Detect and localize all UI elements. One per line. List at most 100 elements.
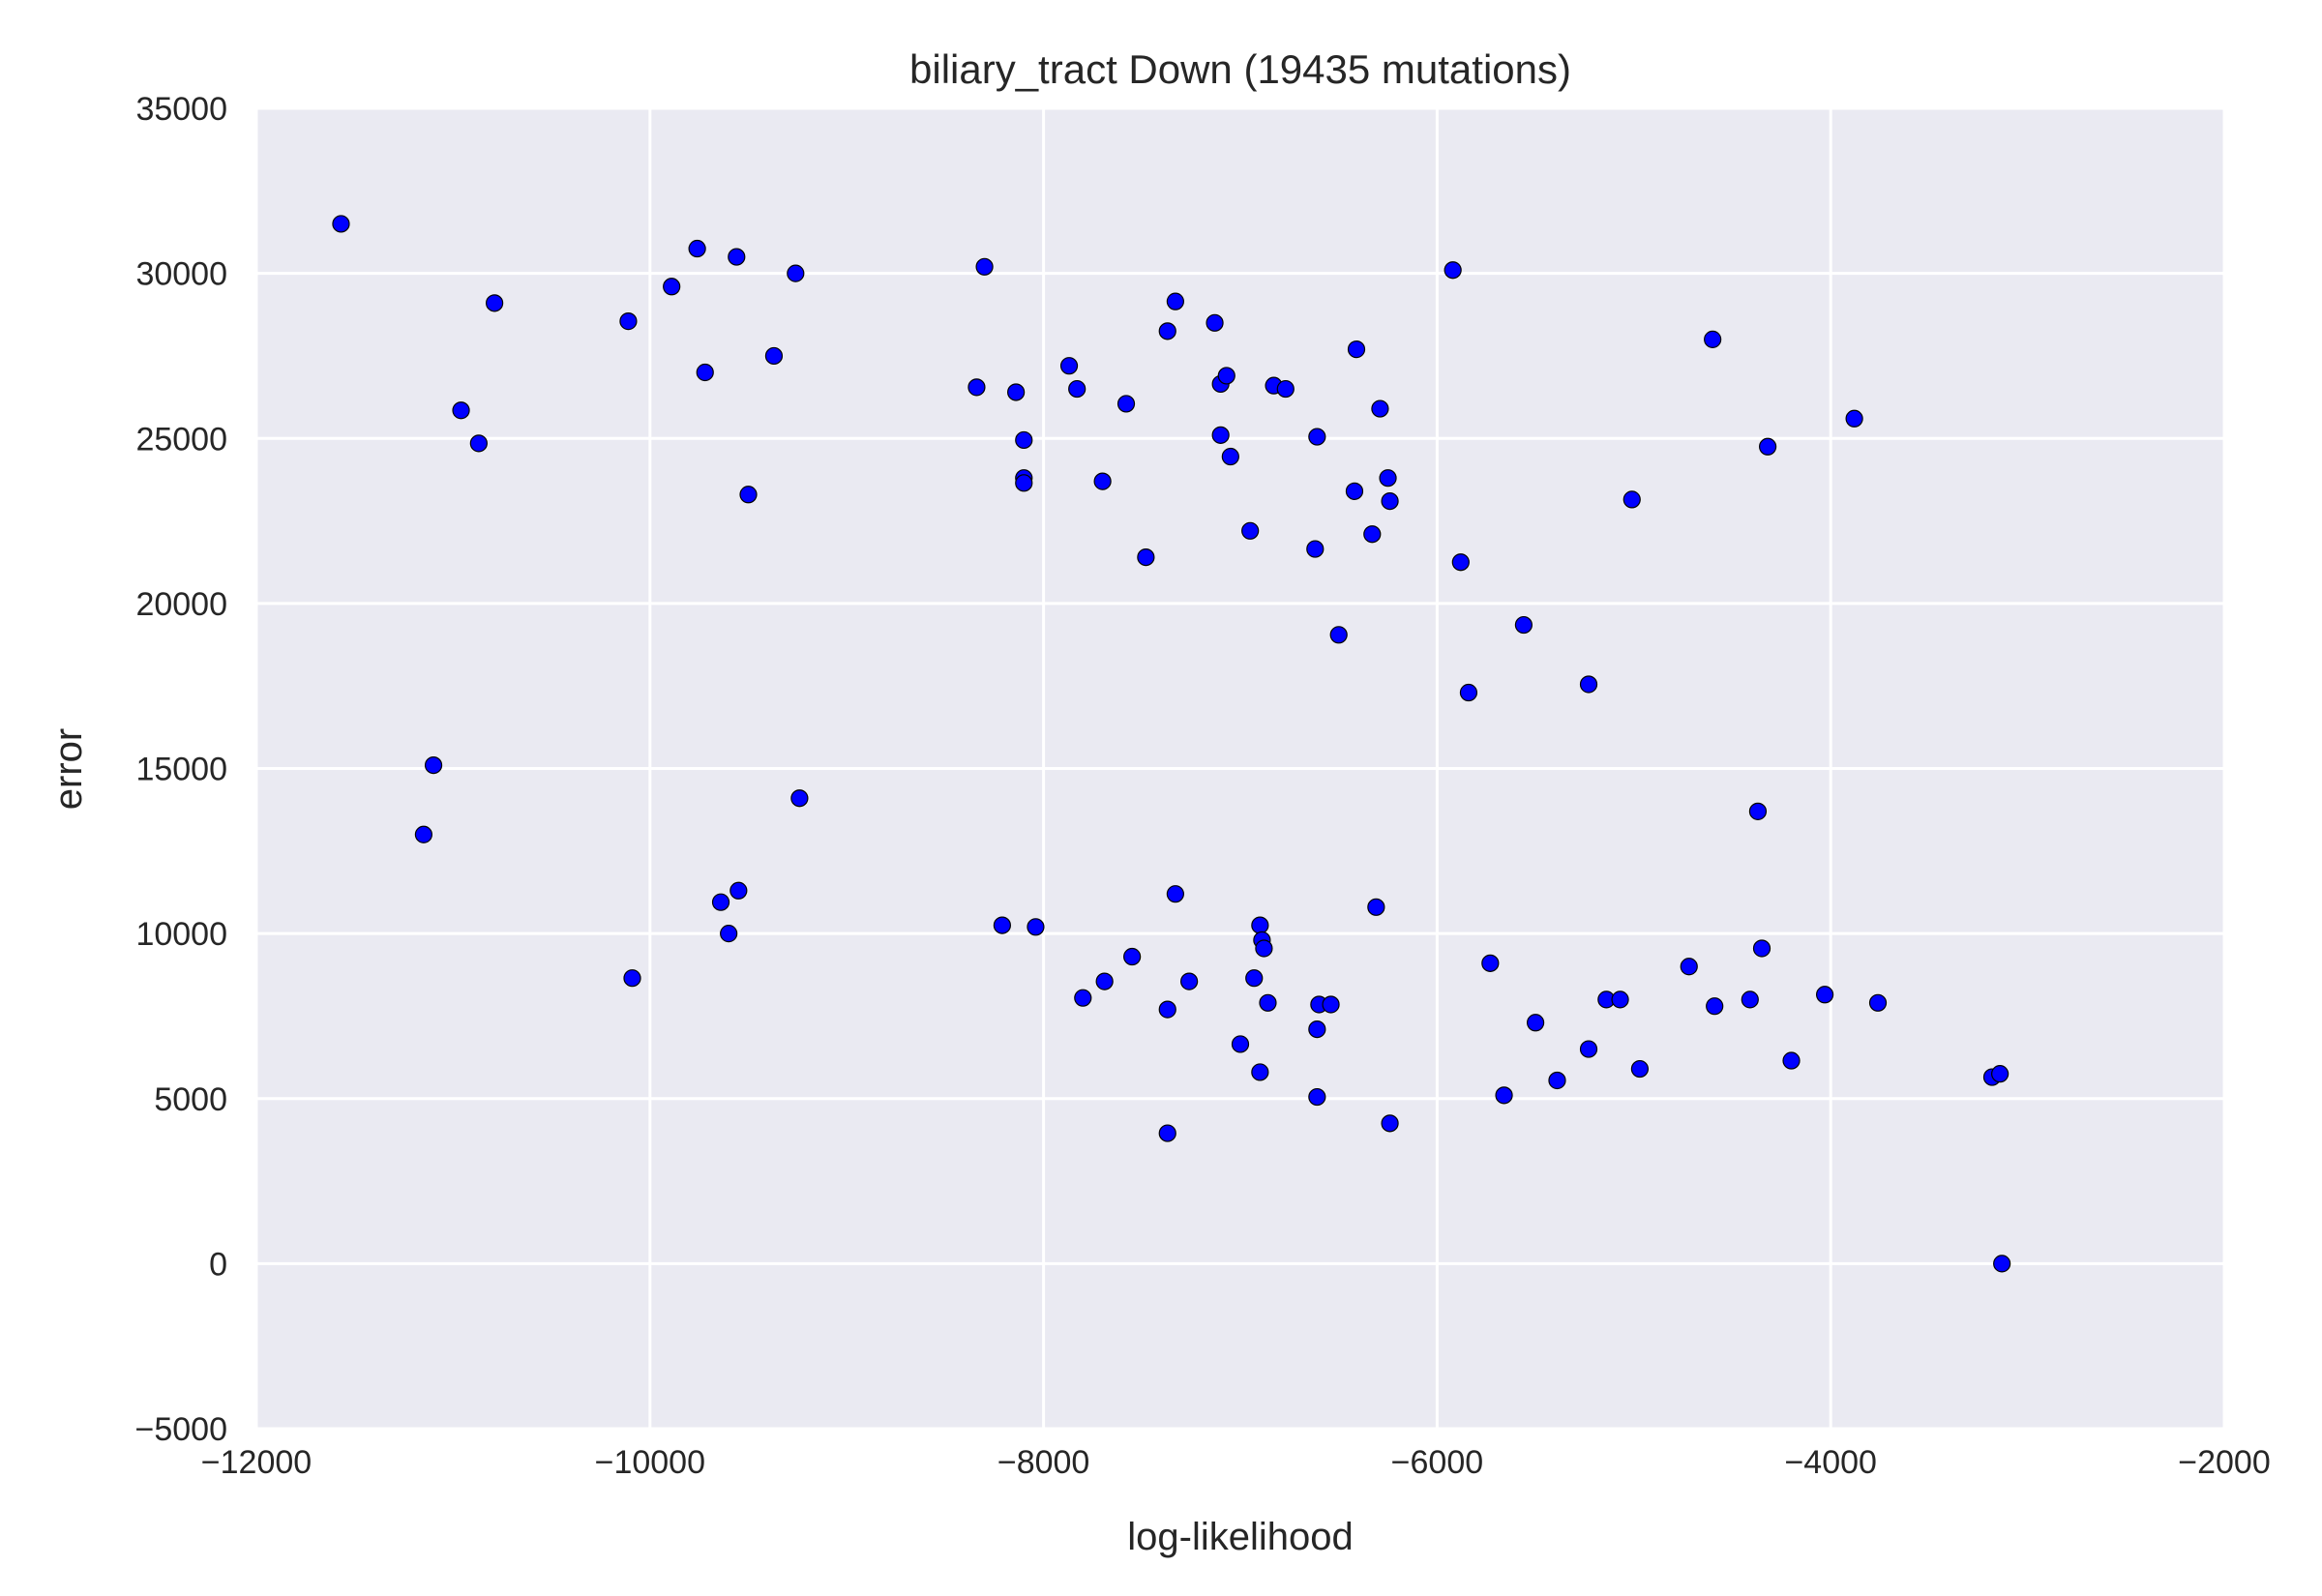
data-point	[1166, 885, 1184, 903]
data-point	[975, 257, 994, 276]
data-point	[1451, 553, 1470, 572]
data-point	[1217, 367, 1235, 385]
data-point	[414, 825, 432, 843]
y-tick-label: 35000	[135, 91, 227, 128]
data-point	[1622, 490, 1641, 509]
data-point	[1704, 330, 1722, 348]
data-point	[1782, 1051, 1801, 1070]
data-point	[1074, 989, 1092, 1007]
chart-title: biliary_tract Down (19435 mutations)	[909, 46, 1571, 92]
data-point	[720, 925, 738, 943]
data-point	[619, 312, 638, 331]
data-point	[1123, 947, 1142, 966]
data-point	[1276, 379, 1295, 399]
data-point	[1308, 1087, 1326, 1107]
y-tick-label: 10000	[135, 916, 227, 953]
data-point	[623, 969, 641, 988]
data-point	[1251, 1063, 1269, 1081]
data-point	[1347, 340, 1366, 359]
data-point	[1095, 972, 1114, 990]
data-point	[1381, 1114, 1399, 1133]
data-point	[1526, 1014, 1545, 1032]
data-point	[1015, 430, 1033, 450]
data-point	[1752, 939, 1771, 958]
data-point	[1231, 1035, 1250, 1053]
data-point	[1741, 990, 1759, 1009]
data-point	[1158, 1124, 1176, 1142]
data-point	[663, 278, 681, 296]
data-point	[1611, 990, 1629, 1009]
y-tick-label: −5000	[135, 1411, 228, 1448]
x-tick-label: −2000	[2178, 1444, 2271, 1481]
data-point	[1363, 525, 1382, 544]
data-point	[1306, 540, 1325, 558]
data-point	[332, 215, 350, 233]
data-point	[1308, 428, 1326, 446]
x-tick-label: −8000	[997, 1444, 1090, 1481]
data-point	[1680, 958, 1698, 976]
data-point	[1845, 409, 1863, 428]
data-point	[993, 916, 1011, 934]
data-point	[1166, 292, 1184, 310]
x-tick-label: −4000	[1784, 1444, 1877, 1481]
data-point	[1630, 1059, 1650, 1079]
data-point	[790, 789, 809, 808]
data-point	[424, 755, 443, 775]
data-point	[739, 486, 758, 504]
data-point	[1815, 986, 1834, 1004]
data-point	[1329, 626, 1348, 644]
data-point	[1093, 472, 1112, 490]
data-point	[1116, 395, 1136, 413]
y-tick-label: 20000	[135, 586, 227, 623]
data-point	[1579, 675, 1598, 694]
data-point	[1748, 802, 1768, 820]
data-point	[1322, 995, 1340, 1014]
data-point	[696, 363, 714, 382]
x-tick-label: −12000	[201, 1444, 312, 1481]
data-point	[1255, 939, 1273, 958]
data-point	[1241, 521, 1260, 540]
y-tick-label: 5000	[154, 1081, 227, 1118]
data-point	[1259, 993, 1277, 1012]
data-point	[1991, 1065, 2009, 1083]
data-point	[729, 881, 748, 900]
data-point	[1706, 997, 1724, 1016]
data-point	[1444, 261, 1462, 280]
y-tick-label: 30000	[135, 256, 227, 293]
data-point	[1345, 482, 1364, 500]
data-point	[1579, 1040, 1598, 1058]
data-point	[1548, 1071, 1566, 1090]
data-point	[1495, 1086, 1513, 1105]
data-point	[1759, 437, 1777, 456]
y-tick-labels: −5000 0 5000 10000 15000 20000 25000 30000 35000	[135, 91, 228, 1448]
data-point	[968, 378, 986, 397]
data-point	[688, 239, 706, 258]
data-point	[711, 893, 730, 911]
data-point	[469, 434, 488, 453]
data-point	[1206, 313, 1224, 332]
data-point	[1993, 1255, 2011, 1273]
data-point	[1459, 683, 1478, 702]
data-point	[1251, 916, 1269, 934]
data-point	[764, 346, 784, 366]
data-point	[1308, 1020, 1326, 1039]
y-tick-label: 25000	[135, 421, 227, 458]
grid-lines	[254, 106, 2226, 1431]
y-tick-label: 15000	[135, 752, 227, 788]
data-point	[1245, 969, 1264, 988]
data-point	[486, 294, 504, 312]
data-point	[1015, 474, 1033, 492]
data-point	[1137, 547, 1155, 567]
x-tick-label: −10000	[595, 1444, 705, 1481]
data-point	[1381, 491, 1399, 511]
y-tick-label: 0	[209, 1246, 227, 1283]
data-point	[787, 264, 805, 282]
data-point	[1027, 918, 1045, 936]
data-point	[1180, 972, 1199, 990]
data-point	[1371, 399, 1389, 418]
x-tick-labels: −12000 −10000 −8000 −6000 −4000 −2000	[201, 1444, 2271, 1481]
data-point	[728, 248, 746, 266]
data-point	[1068, 379, 1087, 399]
data-point	[1379, 469, 1397, 488]
